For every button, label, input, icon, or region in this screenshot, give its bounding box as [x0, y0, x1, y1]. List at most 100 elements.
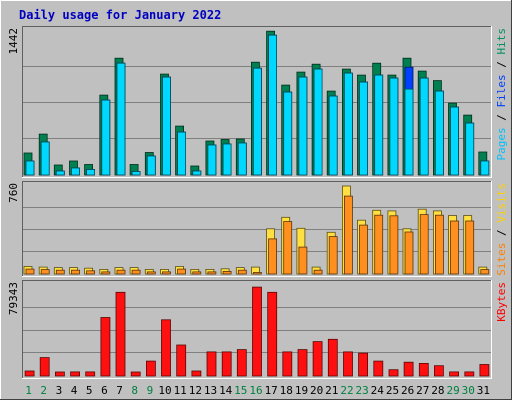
legend-entry: KBytes — [495, 282, 508, 322]
bar-sites-day-17 — [268, 238, 278, 275]
bar-kbytes-day-6 — [100, 317, 111, 377]
legend-entry: Sites — [495, 243, 508, 276]
bar-kbytes-day-22 — [343, 351, 353, 377]
panel-hits-files-pages: 1442 Pages / Files / Hits — [7, 26, 508, 178]
x-tick-label-day-20: 20 — [310, 384, 323, 397]
bar-pages-day-7 — [116, 62, 126, 176]
bar-pages-day-25 — [389, 77, 399, 176]
bar-sites-day-8 — [131, 269, 141, 275]
x-tick-label-day-6: 6 — [101, 384, 108, 397]
x-tick-label-day-26: 26 — [401, 384, 414, 397]
legend-entry: Visits — [495, 183, 508, 223]
bar-pages-day-8 — [131, 171, 141, 176]
legend-separator: / — [495, 108, 508, 128]
x-tick-label-day-7: 7 — [116, 384, 123, 397]
bar-pages-day-16 — [252, 67, 262, 176]
bar-sites-day-13 — [207, 271, 217, 275]
bar-sites-day-18 — [283, 221, 293, 275]
x-tick-label-day-21: 21 — [325, 384, 338, 397]
bar-kbytes-day-21 — [327, 338, 338, 377]
legend-entry: Pages — [495, 127, 508, 160]
x-tick-label-day-30: 30 — [462, 384, 475, 397]
bar-kbytes-day-13 — [206, 351, 217, 377]
bar-sites-day-6 — [101, 271, 111, 275]
bar-pages-day-30 — [465, 122, 475, 176]
panel-legend: KBytes — [495, 282, 508, 322]
bar-sites-day-10 — [162, 271, 171, 275]
x-tick-label-day-11: 11 — [174, 384, 187, 397]
x-tick-label-day-3: 3 — [56, 384, 63, 397]
bar-sites-day-31 — [480, 269, 490, 275]
bar-pages-day-26 — [404, 88, 414, 176]
x-tick-label-day-28: 28 — [431, 384, 444, 397]
bar-sites-day-26 — [404, 231, 414, 275]
bar-pages-day-24 — [374, 74, 384, 176]
y-axis-max-label: 760 — [7, 183, 20, 203]
bar-sites-day-5 — [86, 270, 95, 275]
bar-kbytes-day-26 — [403, 361, 414, 377]
bar-pages-day-1 — [25, 160, 35, 176]
bar-sites-day-22 — [343, 195, 353, 275]
bar-pages-day-3 — [55, 170, 65, 176]
bar-kbytes-day-29 — [449, 371, 460, 377]
x-tick-label-day-15: 15 — [234, 384, 247, 397]
bar-pages-day-20 — [313, 68, 323, 176]
chart-panels: 1442 Pages / Files / Hits 760 Sites / Visit… — [7, 26, 508, 379]
panel-legend: Pages / Files / Hits — [495, 28, 508, 161]
bar-pages-day-11 — [177, 131, 187, 176]
x-tick-label-day-22: 22 — [340, 384, 353, 397]
series-pages — [25, 34, 490, 176]
x-tick-label-day-13: 13 — [204, 384, 217, 397]
bar-kbytes-day-16 — [252, 286, 262, 377]
panel-legend: Sites / Visits — [495, 183, 508, 276]
chart-title: Daily usage for January 2022 — [19, 8, 221, 22]
bar-kbytes-day-4 — [70, 371, 80, 377]
bar-pages-day-18 — [283, 91, 293, 176]
bar-pages-day-19 — [298, 76, 308, 176]
bar-sites-day-23 — [359, 224, 368, 275]
legend-separator: / — [495, 55, 508, 75]
bar-sites-day-19 — [298, 246, 308, 275]
bar-kbytes-day-28 — [433, 365, 444, 377]
x-tick-label-day-18: 18 — [280, 384, 293, 397]
bar-sites-day-1 — [25, 268, 35, 275]
bar-pages-day-2 — [40, 141, 50, 176]
bar-pages-day-22 — [343, 72, 353, 176]
bar-sites-day-27 — [419, 214, 429, 275]
x-tick-label-day-16: 16 — [249, 384, 262, 397]
bar-pages-day-31 — [480, 160, 490, 176]
legend-separator: / — [495, 223, 508, 243]
bar-pages-day-23 — [359, 81, 368, 176]
y-axis-max-label: 79343 — [7, 282, 20, 315]
x-tick-label-day-23: 23 — [355, 384, 368, 397]
bar-pages-day-28 — [434, 90, 444, 176]
bar-kbytes-day-5 — [85, 371, 96, 377]
bar-sites-day-28 — [434, 214, 444, 275]
bar-kbytes-day-30 — [464, 371, 475, 377]
x-tick-label-day-10: 10 — [158, 384, 171, 397]
series-sites — [25, 195, 490, 275]
x-tick-label-day-8: 8 — [131, 384, 138, 397]
bar-pages-day-17 — [268, 34, 278, 176]
bar-pages-day-6 — [101, 99, 111, 176]
x-tick-label-day-1: 1 — [25, 384, 32, 397]
series-kbytes — [24, 286, 490, 377]
x-tick-label-day-31: 31 — [477, 384, 490, 397]
x-tick-label-day-12: 12 — [189, 384, 202, 397]
bar-kbytes-day-17 — [267, 291, 278, 377]
bar-pages-day-27 — [419, 77, 429, 176]
bar-sites-day-14 — [222, 270, 232, 275]
bar-pages-day-12 — [192, 170, 202, 176]
bar-sites-day-4 — [71, 269, 80, 275]
bar-kbytes-day-25 — [388, 369, 399, 377]
bar-sites-day-12 — [192, 271, 202, 275]
x-axis-tick-labels: 1 2 3 4 5 6 7 8 9 10 11 12 13 14 15 16 17 18 19 20 21 22 23 24 2… — [25, 384, 490, 397]
panel-kbytes: 79343 KBytes — [7, 280, 508, 379]
bar-sites-day-7 — [116, 269, 126, 275]
bar-sites-day-24 — [374, 214, 384, 275]
bar-kbytes-day-23 — [358, 352, 369, 377]
bar-sites-day-25 — [389, 215, 399, 275]
bar-kbytes-day-24 — [373, 360, 384, 377]
bar-sites-day-21 — [328, 236, 338, 275]
